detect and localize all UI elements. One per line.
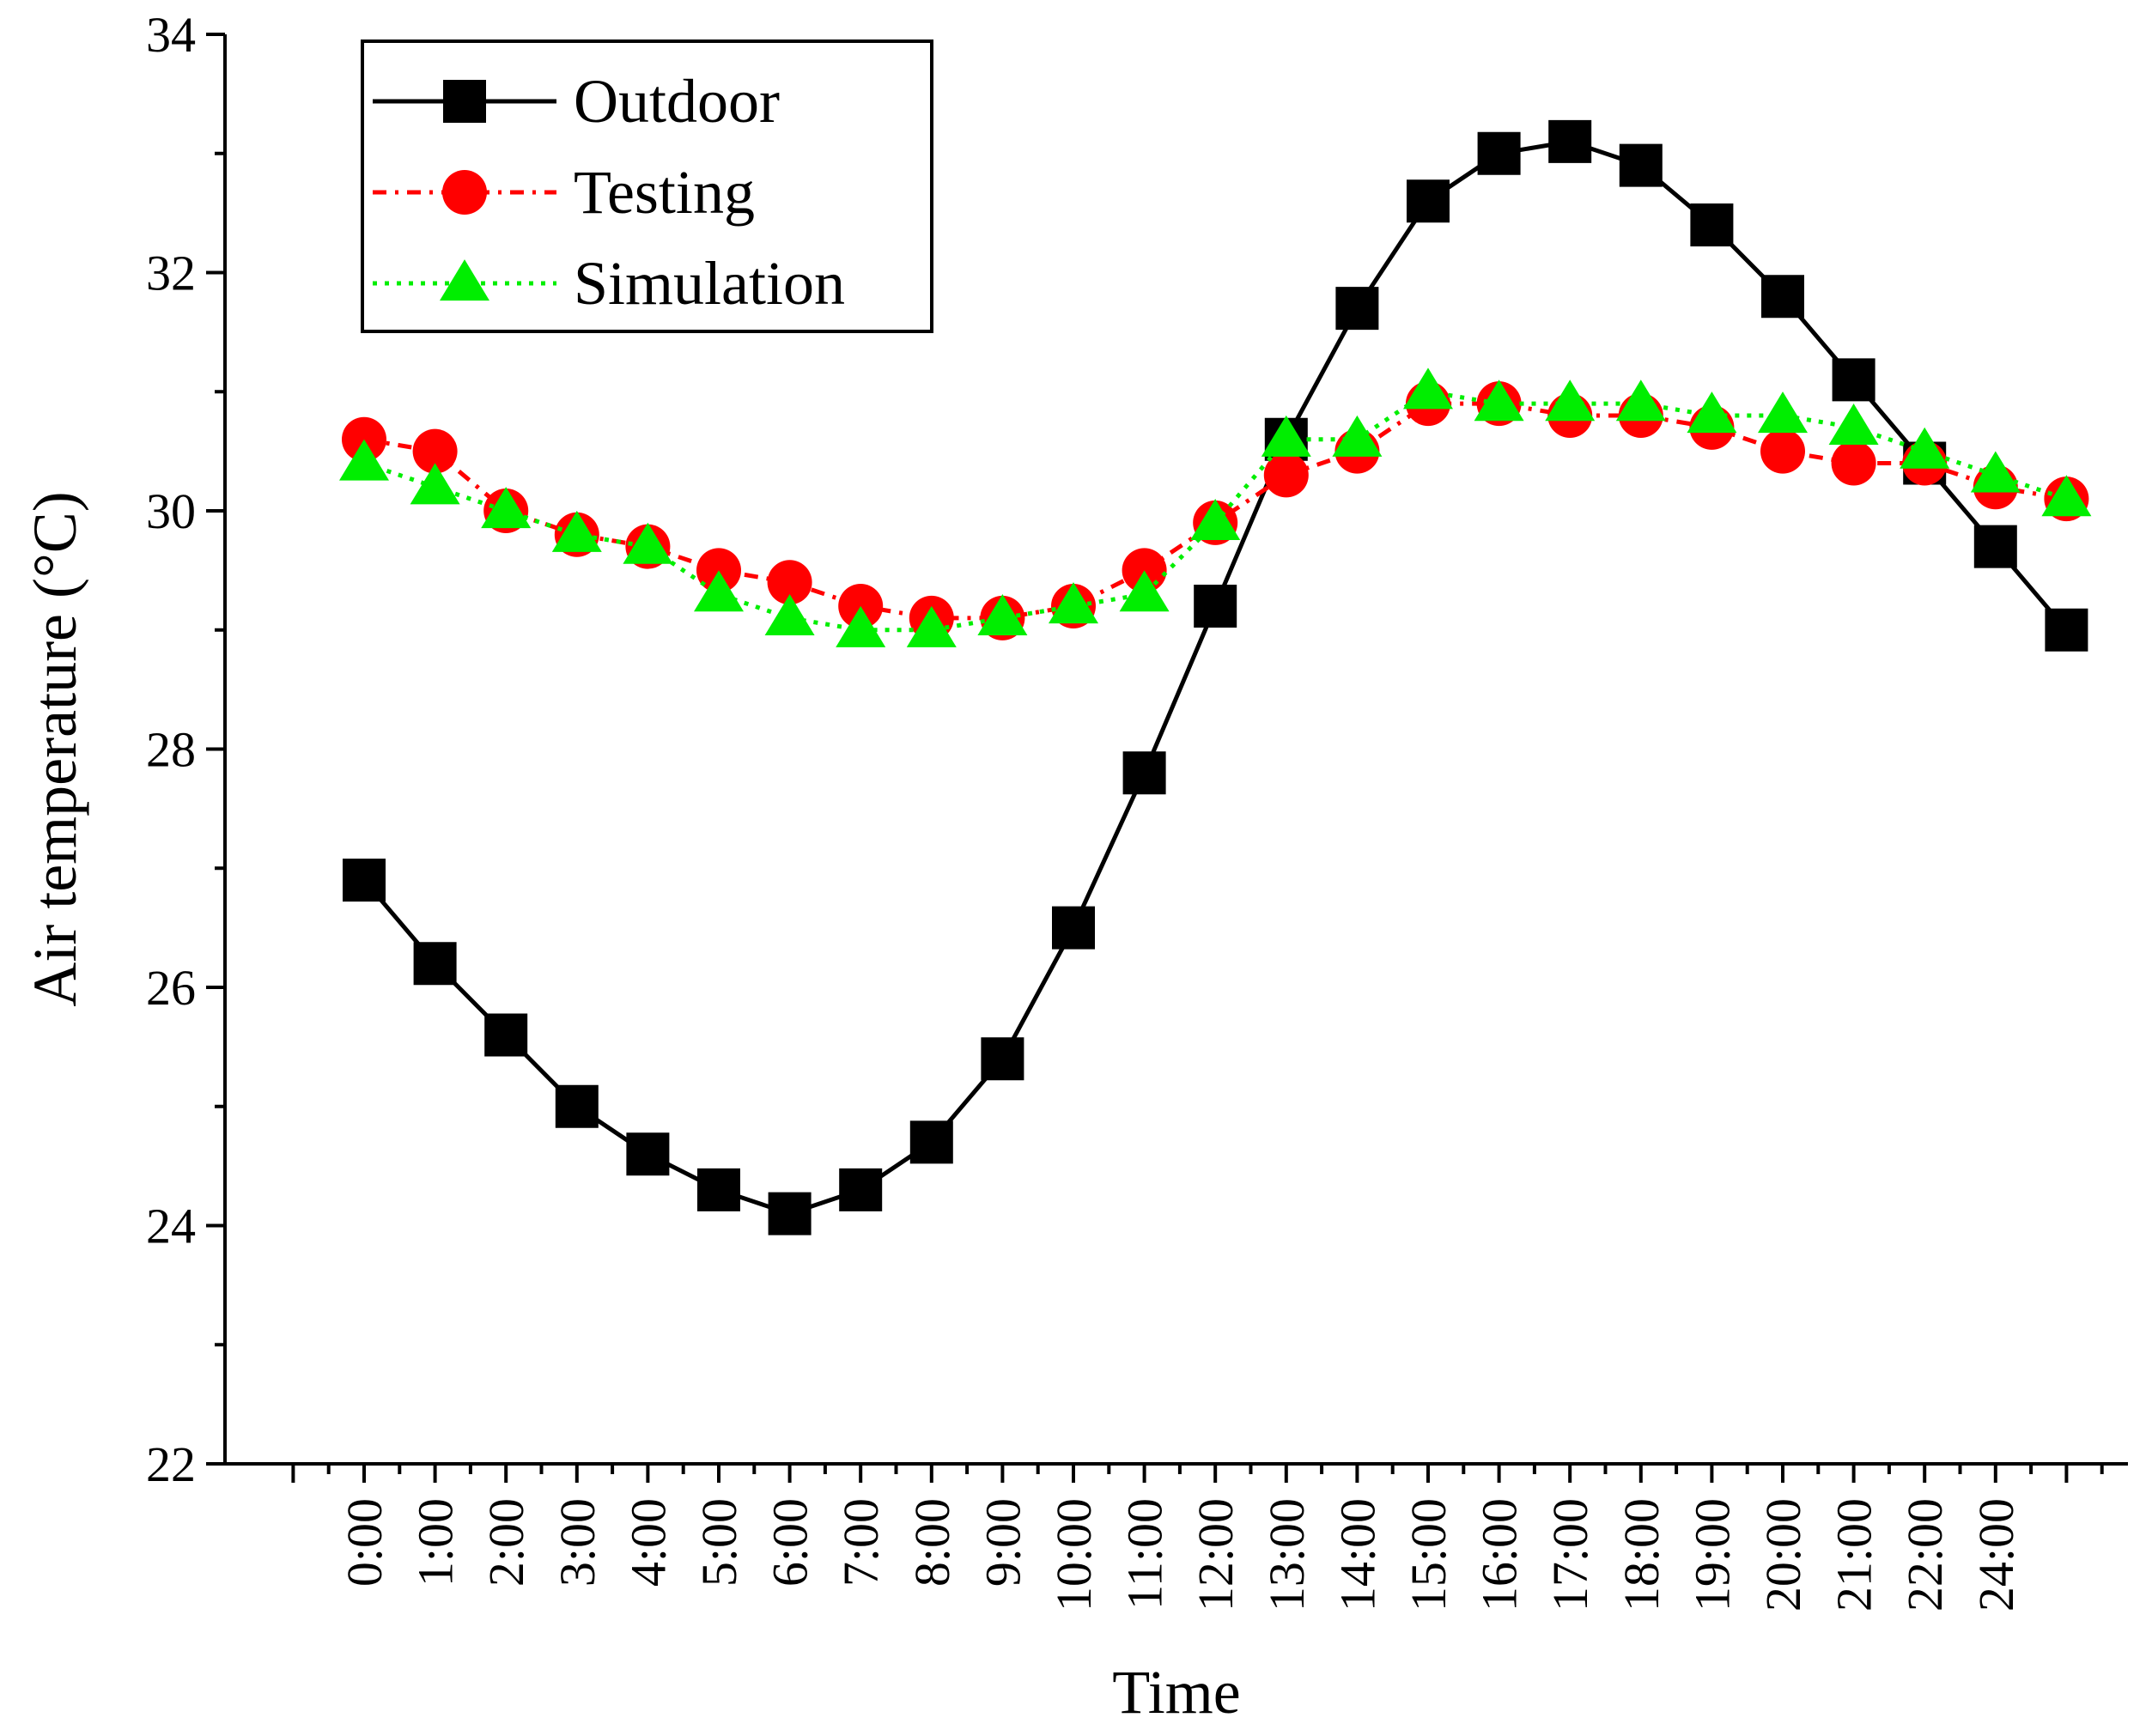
x-tick-label: 7:00 bbox=[833, 1498, 889, 1587]
data-point-testing bbox=[412, 428, 458, 474]
data-point-testing bbox=[767, 560, 812, 605]
data-point-simulation bbox=[1403, 367, 1453, 410]
x-tick-label: 11:00 bbox=[1117, 1498, 1173, 1610]
data-point-simulation bbox=[1758, 392, 1808, 434]
data-point-simulation bbox=[1119, 570, 1170, 612]
x-tick-label: 22:00 bbox=[1897, 1498, 1953, 1612]
y-tick-label: 24 bbox=[146, 1199, 196, 1254]
legend-marker-testing bbox=[442, 170, 487, 215]
y-tick-label: 32 bbox=[146, 246, 196, 301]
data-point-simulation bbox=[1970, 451, 2021, 493]
data-point-outdoor bbox=[981, 1037, 1024, 1081]
data-point-outdoor bbox=[555, 1084, 599, 1128]
data-point-simulation bbox=[906, 605, 957, 647]
x-tick-label: 4:00 bbox=[620, 1498, 676, 1587]
data-point-simulation bbox=[1900, 427, 1950, 469]
series-simulation bbox=[339, 367, 2092, 647]
data-point-outdoor bbox=[1761, 275, 1804, 319]
data-point-simulation bbox=[1474, 379, 1524, 422]
data-point-simulation bbox=[836, 605, 886, 647]
x-tick-label: 6:00 bbox=[763, 1498, 818, 1587]
x-tick-label: 12:00 bbox=[1188, 1498, 1243, 1612]
data-point-outdoor bbox=[697, 1168, 740, 1211]
data-point-simulation bbox=[1049, 582, 1098, 624]
data-point-simulation bbox=[1615, 379, 1666, 422]
y-tick-label: 34 bbox=[146, 7, 196, 63]
data-point-outdoor bbox=[343, 859, 386, 902]
data-point-simulation bbox=[1545, 379, 1596, 422]
legend: Outdoor Testing Simulation bbox=[361, 39, 933, 333]
data-point-simulation bbox=[977, 594, 1028, 636]
data-point-outdoor bbox=[413, 942, 457, 986]
x-tick-label: 0:00 bbox=[337, 1498, 392, 1587]
data-point-outdoor bbox=[1052, 906, 1095, 950]
x-tick-label: 16:00 bbox=[1472, 1498, 1528, 1612]
data-point-outdoor bbox=[1407, 179, 1450, 223]
y-tick-label: 22 bbox=[146, 1436, 196, 1492]
legend-marker-simulation bbox=[440, 259, 489, 301]
data-point-testing bbox=[1831, 440, 1876, 486]
axes: 22 24 26 28 30 32 34 0:00 1:00 2:00 3:00 4:00 5:00 6:… bbox=[21, 7, 2128, 1727]
data-point-outdoor bbox=[1619, 143, 1663, 187]
data-point-simulation bbox=[764, 594, 815, 636]
data-point-simulation bbox=[410, 463, 460, 505]
data-point-outdoor bbox=[768, 1192, 812, 1235]
data-point-simulation bbox=[1687, 392, 1737, 434]
x-tick-label: 8:00 bbox=[904, 1498, 960, 1587]
legend-label-testing: Testing bbox=[574, 158, 755, 227]
x-tick-label: 1:00 bbox=[408, 1498, 464, 1587]
data-point-simulation bbox=[694, 570, 744, 612]
legend-label-outdoor: Outdoor bbox=[574, 67, 780, 136]
x-axis-title: Time bbox=[1112, 1658, 1240, 1727]
data-point-simulation bbox=[623, 522, 673, 564]
data-point-simulation bbox=[1332, 415, 1383, 457]
data-point-outdoor bbox=[1335, 287, 1379, 331]
data-point-simulation bbox=[1190, 499, 1241, 541]
legend-label-simulation: Simulation bbox=[574, 249, 845, 318]
series-outdoor bbox=[343, 119, 2088, 1235]
data-point-simulation bbox=[339, 439, 389, 481]
x-tick-label: 14:00 bbox=[1329, 1498, 1385, 1612]
data-point-outdoor bbox=[1832, 358, 1875, 402]
data-point-outdoor bbox=[484, 1013, 528, 1057]
x-tick-label: 18:00 bbox=[1614, 1498, 1669, 1612]
data-point-simulation bbox=[1261, 415, 1311, 457]
data-point-simulation bbox=[1828, 404, 1879, 446]
x-tick-label: 20:00 bbox=[1755, 1498, 1811, 1612]
data-point-outdoor bbox=[2045, 608, 2088, 652]
data-point-testing bbox=[1760, 428, 1805, 474]
x-tick-label: 5:00 bbox=[691, 1498, 747, 1587]
x-tick-label: 3:00 bbox=[550, 1498, 605, 1587]
data-point-outdoor bbox=[1548, 119, 1592, 163]
data-point-simulation bbox=[2041, 475, 2092, 517]
series-group bbox=[339, 119, 2092, 1235]
data-point-outdoor bbox=[1973, 525, 2017, 568]
data-point-simulation bbox=[481, 487, 532, 529]
data-point-outdoor bbox=[909, 1120, 953, 1164]
x-tick-label: 24:00 bbox=[1968, 1498, 2024, 1612]
legend-marker-outdoor bbox=[443, 80, 486, 123]
y-tick-label: 30 bbox=[146, 483, 196, 539]
data-point-outdoor bbox=[1122, 751, 1166, 795]
x-tick-label: 15:00 bbox=[1401, 1498, 1456, 1612]
data-point-simulation bbox=[551, 510, 602, 552]
y-axis-title: Air temperature (°C) bbox=[21, 491, 89, 1007]
x-tick-label: 2:00 bbox=[478, 1498, 534, 1587]
x-tick-label: 17:00 bbox=[1542, 1498, 1598, 1612]
y-tick-label: 28 bbox=[146, 722, 196, 778]
x-tick-label: 19:00 bbox=[1684, 1498, 1740, 1612]
data-point-outdoor bbox=[1477, 131, 1521, 175]
data-point-outdoor bbox=[1194, 585, 1237, 628]
data-point-outdoor bbox=[839, 1168, 883, 1211]
x-tick-label: 13:00 bbox=[1259, 1498, 1315, 1612]
data-point-outdoor bbox=[626, 1132, 670, 1176]
x-tick-label: 21:00 bbox=[1827, 1498, 1882, 1612]
x-tick-label: 9:00 bbox=[975, 1498, 1030, 1587]
data-point-outdoor bbox=[1690, 203, 1734, 246]
y-tick-label: 26 bbox=[146, 960, 196, 1016]
data-point-testing bbox=[1263, 452, 1309, 498]
x-tick-label: 10:00 bbox=[1046, 1498, 1102, 1612]
